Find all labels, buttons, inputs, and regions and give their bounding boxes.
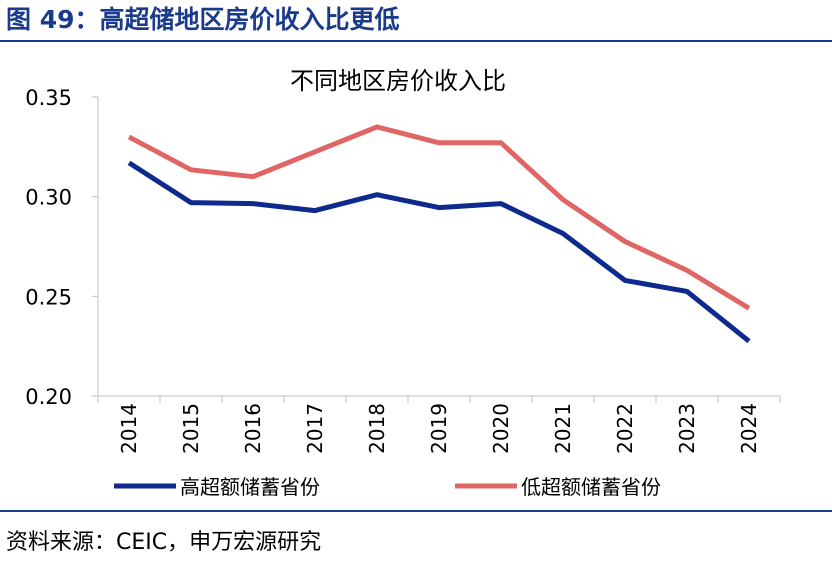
- legend-label: 低超额储蓄省份: [521, 475, 661, 499]
- x-tick-label: 2014: [117, 403, 141, 454]
- figure-title: 图 49：高超储地区房价收入比更低: [6, 5, 400, 34]
- y-tick-label: 0.25: [25, 285, 72, 309]
- x-tick-label: 2016: [241, 403, 265, 454]
- x-tick-label: 2022: [613, 403, 637, 454]
- bottom-rule: [0, 510, 832, 512]
- line-chart: 不同地区房价收入比 0.20 0.25 0.30 0.35 2014 2015 2016 20…: [25, 67, 781, 499]
- x-tick-label: 2023: [675, 403, 699, 454]
- x-tick-label: 2015: [179, 403, 203, 454]
- y-tick-label: 0.35: [25, 86, 72, 110]
- y-tick-label: 0.20: [25, 385, 72, 409]
- x-tick-label: 2024: [737, 403, 761, 454]
- series-line: [127, 124, 751, 311]
- chart-title: 不同地区房价收入比: [290, 67, 506, 95]
- series-line: [127, 160, 751, 344]
- x-tick-label: 2021: [551, 403, 575, 454]
- y-tick-label: 0.30: [25, 186, 72, 210]
- top-rule: [0, 40, 832, 42]
- x-tick-label: 2018: [365, 403, 389, 454]
- x-tick-label: 2020: [489, 403, 513, 454]
- source-note: 资料来源：CEIC，申万宏源研究: [6, 530, 322, 555]
- x-tick-label: 2019: [427, 403, 451, 454]
- x-tick-label: 2017: [303, 403, 327, 454]
- legend-label: 高超额储蓄省份: [180, 475, 320, 499]
